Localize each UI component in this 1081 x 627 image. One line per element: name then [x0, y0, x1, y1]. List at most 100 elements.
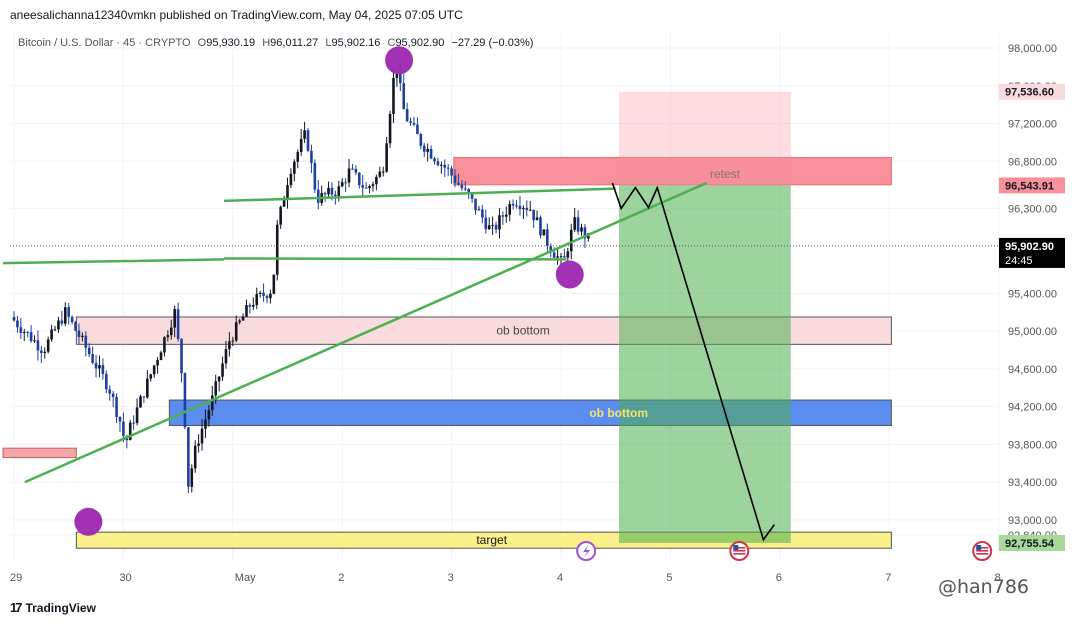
- candle-body: [19, 327, 23, 333]
- y-tick-label: 93,000.00: [1008, 515, 1057, 527]
- short-position-tool[interactable]: [618, 91, 791, 543]
- candle-body: [443, 164, 447, 168]
- candle-body: [149, 374, 153, 379]
- candle-body: [381, 171, 385, 173]
- candle-body: [70, 316, 74, 323]
- candle-body: [552, 252, 556, 258]
- publisher-line: aneesalichanna12340vmkn published on Tra…: [10, 8, 463, 22]
- zone-box: [453, 156, 892, 186]
- candle-body: [228, 341, 231, 350]
- price-tag-label: 97,536.60: [1005, 87, 1054, 99]
- candle-body: [525, 207, 529, 210]
- candle-body: [190, 468, 194, 487]
- price-tag-label: 96,543.91: [1005, 180, 1054, 192]
- candle-body: [193, 445, 197, 469]
- candle-body: [108, 389, 112, 394]
- candle-body: [337, 186, 341, 197]
- candle-body: [200, 428, 204, 444]
- symbol-legend: Bitcoin / U.S. Dollar · 45 · CRYPTO O95,…: [18, 37, 533, 49]
- x-tick-label: 30: [119, 572, 131, 584]
- x-tick-label: 29: [10, 572, 22, 584]
- candle-body: [573, 217, 576, 230]
- candle-body: [197, 443, 200, 446]
- x-tick-label: 5: [666, 572, 672, 584]
- candle-body: [310, 150, 313, 164]
- y-tick-label: 96,300.00: [1008, 203, 1057, 215]
- trendlines-layer[interactable]: ob bottom ob bottom target retest: [3, 167, 998, 547]
- candle-body: [535, 217, 539, 221]
- x-tick-label: 6: [776, 572, 782, 584]
- candle-body: [53, 329, 57, 331]
- candle-body: [505, 214, 508, 217]
- open-value: 95,930.19: [206, 37, 255, 49]
- candle-body: [293, 161, 296, 174]
- candle-body: [262, 292, 265, 296]
- candle-body: [135, 407, 139, 424]
- tradingview-brand[interactable]: 17 TradingView: [10, 600, 96, 615]
- candle-body: [323, 193, 327, 195]
- candle-body: [101, 365, 105, 374]
- candle-body: [522, 207, 525, 210]
- candle-body: [450, 168, 453, 176]
- candle-body: [152, 365, 156, 375]
- low-value: 95,902.16: [331, 37, 380, 49]
- symbol-title: Bitcoin / U.S. Dollar · 45 · CRYPTO: [18, 37, 191, 49]
- candle-body: [289, 173, 293, 186]
- candle-body: [36, 340, 40, 351]
- candle-body: [539, 217, 542, 236]
- candle-body: [146, 378, 149, 398]
- x-tick-label: 7: [885, 572, 891, 584]
- y-tick-label: 95,400.00: [1008, 288, 1057, 300]
- candle-body: [57, 320, 60, 330]
- candle-body: [460, 184, 464, 189]
- candle-body: [207, 410, 211, 420]
- candle-body: [354, 169, 358, 173]
- candle-body: [265, 295, 269, 299]
- candle-body: [361, 185, 365, 188]
- candle-body: [515, 205, 518, 207]
- candle-body: [204, 419, 207, 429]
- price-tag-label: 95,902.90: [1005, 241, 1054, 253]
- candle-body: [446, 167, 450, 169]
- flag-stripe: [733, 547, 746, 549]
- candle-body: [12, 316, 16, 321]
- candle-body: [105, 373, 108, 390]
- candle-body: [94, 362, 98, 369]
- candle-body: [566, 251, 570, 258]
- flag-stripe: [976, 547, 989, 549]
- candle-body: [258, 292, 262, 294]
- y-tick-label: 94,200.00: [1008, 402, 1057, 414]
- candle-body: [364, 187, 368, 189]
- candle-body: [279, 206, 282, 225]
- candle-body: [111, 393, 115, 398]
- candle-body: [275, 224, 279, 275]
- candle-body: [77, 330, 81, 338]
- y-tick-label: 93,400.00: [1008, 477, 1057, 489]
- y-tick-label: 94,600.00: [1008, 364, 1057, 376]
- candle-body: [457, 182, 460, 185]
- price-tag-label: 92,755.54: [1005, 538, 1055, 550]
- candle-body: [494, 224, 498, 230]
- zone-label: target: [476, 533, 507, 547]
- candle-body: [26, 331, 29, 333]
- candle-body: [43, 351, 47, 353]
- candle-body: [340, 182, 344, 187]
- flag-stripe: [733, 553, 746, 555]
- candle-body: [50, 329, 53, 340]
- candle-body: [351, 168, 354, 170]
- high-label: H: [262, 37, 270, 49]
- candle-body: [241, 316, 245, 321]
- candle-body: [296, 151, 300, 162]
- candle-body: [330, 187, 334, 195]
- flag-canton: [976, 545, 982, 550]
- candle-body: [252, 305, 255, 307]
- candle-body: [327, 187, 330, 195]
- candle-body: [306, 130, 310, 151]
- axes-layer: 98,000.0097,600.0097,200.0096,800.0096,3…: [10, 43, 1065, 584]
- candle-body: [542, 229, 546, 236]
- candle-body: [412, 122, 416, 125]
- candle-body: [180, 338, 183, 374]
- low-label: L: [325, 37, 331, 49]
- candle-body: [255, 293, 259, 306]
